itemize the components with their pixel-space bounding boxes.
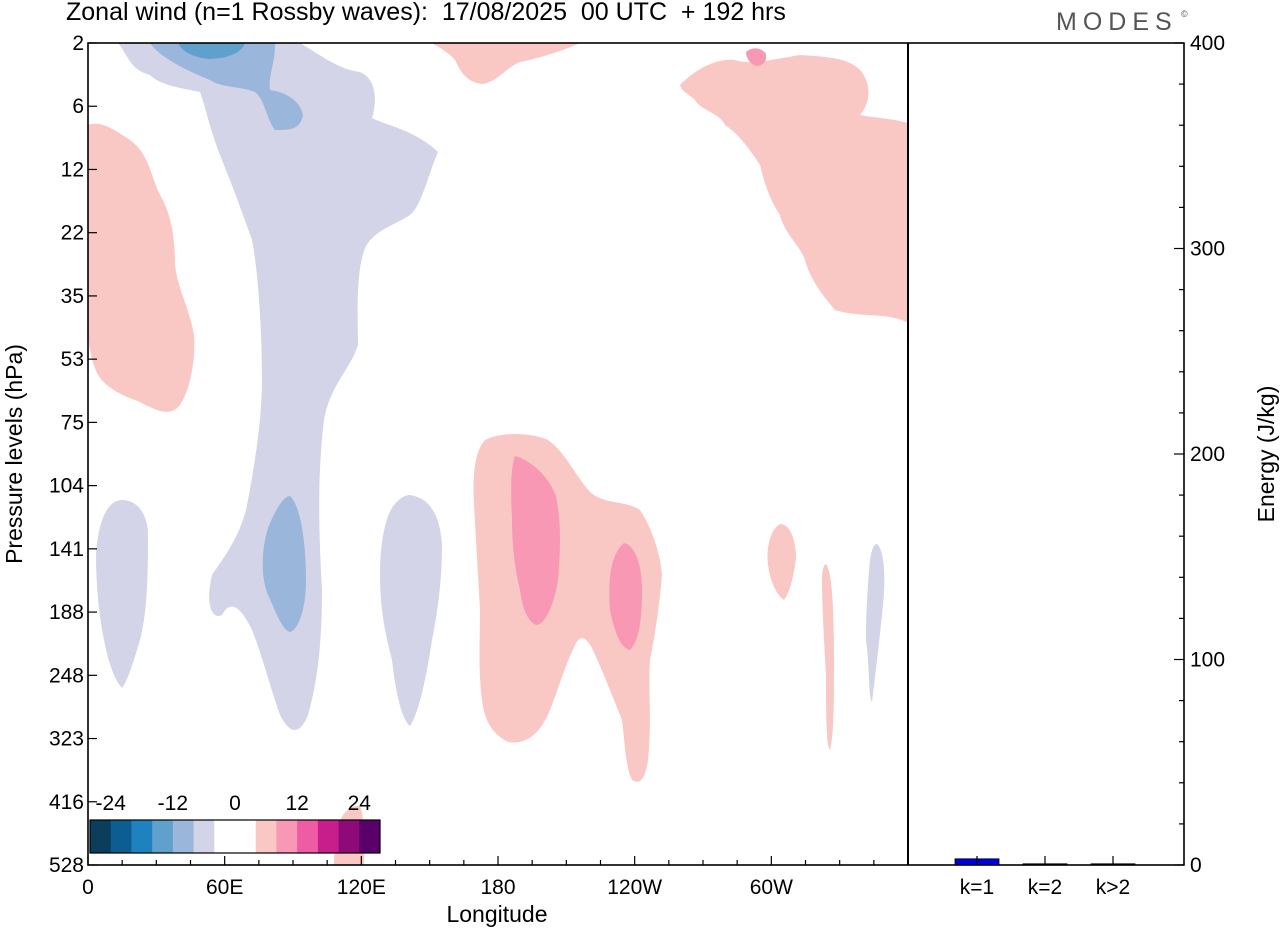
y-axis-right: 0 100 200 300 400 bbox=[1174, 32, 1225, 877]
energy-tick-label: 100 bbox=[1190, 649, 1225, 672]
colorbar-swatch bbox=[193, 820, 215, 853]
neg-15e bbox=[96, 500, 148, 688]
y-tick-label: 416 bbox=[49, 791, 84, 814]
colorbar-swatch bbox=[297, 820, 319, 853]
pos-lower-core-a bbox=[511, 456, 560, 625]
bar-category-label: k=1 bbox=[960, 876, 994, 899]
colorbar-swatch bbox=[255, 820, 277, 853]
bar-category-label: k=2 bbox=[1028, 876, 1062, 899]
colorbar: -24 -12 0 12 24 bbox=[89, 792, 381, 854]
chart-title: Zonal wind (n=1 Rossby waves): 17/08/202… bbox=[66, 0, 786, 26]
colorbar-swatch bbox=[235, 820, 257, 853]
neg-140e bbox=[380, 495, 442, 726]
pos-lower-core-b bbox=[609, 543, 642, 650]
x-tick-label: 120W bbox=[607, 876, 662, 899]
energy-tick-label: 400 bbox=[1190, 32, 1225, 55]
energy-bars: k=1 k=2 k>2 bbox=[954, 856, 1136, 899]
colorbar-swatch bbox=[172, 820, 194, 853]
colorbar-swatch bbox=[131, 820, 153, 853]
wind-field bbox=[88, 43, 908, 865]
y-tick-label: 35 bbox=[61, 285, 84, 308]
brand-logo: MODES bbox=[1056, 8, 1178, 36]
colorbar-swatch bbox=[338, 820, 360, 853]
colorbar-label: 0 bbox=[229, 792, 241, 815]
y-tick-label: 104 bbox=[49, 475, 84, 498]
y-axis-left: 2 6 12 22 35 53 75 104 141 188 248 323 416 528 bbox=[49, 32, 97, 877]
y-tick-label: 528 bbox=[49, 854, 84, 877]
energy-tick-label: 0 bbox=[1190, 854, 1202, 877]
y-tick-label: 2 bbox=[72, 32, 84, 55]
energy-tick-label: 200 bbox=[1190, 443, 1225, 466]
x-tick-label: 60E bbox=[206, 876, 243, 899]
x-axis: 0 60E 120E 180 120W 60W bbox=[82, 856, 909, 899]
x-axis-title: Longitude bbox=[446, 901, 547, 927]
neg-top-mid bbox=[150, 43, 303, 130]
colorbar-frame bbox=[89, 819, 381, 854]
brand-copyright-mark: © bbox=[1181, 9, 1188, 19]
pos-top-right-core bbox=[746, 48, 767, 66]
y-tick-label: 323 bbox=[49, 728, 84, 751]
pos-85w bbox=[822, 564, 834, 750]
y-tick-label: 141 bbox=[49, 538, 84, 561]
neg-60e-core bbox=[262, 496, 306, 632]
pos-60w bbox=[767, 524, 796, 600]
colorbar-swatch bbox=[359, 820, 381, 853]
x-tick-label: 0 bbox=[82, 876, 94, 899]
x-tick-label: 120E bbox=[337, 876, 386, 899]
pos-left bbox=[88, 123, 195, 412]
colorbar-swatch bbox=[152, 820, 174, 853]
y-axis-title: Pressure levels (hPa) bbox=[1, 344, 27, 564]
neg-75w bbox=[866, 544, 885, 702]
y-tick-label: 12 bbox=[61, 158, 84, 181]
colorbar-swatch bbox=[214, 820, 236, 853]
colorbar-label: 12 bbox=[285, 792, 308, 815]
colorbar-swatch bbox=[90, 820, 112, 853]
energy-axis-title: Energy (J/kg) bbox=[1253, 386, 1279, 523]
x-tick-label: 60W bbox=[750, 876, 793, 899]
energy-tick-label: 300 bbox=[1190, 238, 1225, 261]
y-tick-label: 188 bbox=[49, 601, 84, 624]
neg-left-upper bbox=[118, 43, 438, 730]
bar-category-label: k>2 bbox=[1096, 876, 1130, 899]
colorbar-label: 24 bbox=[348, 792, 372, 815]
y-tick-label: 75 bbox=[61, 411, 84, 434]
x-tick-label: 180 bbox=[480, 876, 515, 899]
pos-top-right bbox=[680, 43, 908, 323]
y-tick-label: 248 bbox=[49, 664, 84, 687]
y-tick-label: 22 bbox=[61, 222, 84, 245]
neg-top-core bbox=[178, 43, 245, 59]
colorbar-swatch bbox=[276, 820, 298, 853]
colorbar-label: -24 bbox=[96, 792, 127, 815]
y-tick-label: 53 bbox=[61, 348, 84, 371]
colorbar-swatch bbox=[317, 820, 339, 853]
pos-top-170w bbox=[432, 43, 580, 84]
colorbar-label: -12 bbox=[158, 792, 188, 815]
y-tick-label: 6 bbox=[72, 95, 84, 118]
colorbar-swatch bbox=[110, 820, 132, 853]
